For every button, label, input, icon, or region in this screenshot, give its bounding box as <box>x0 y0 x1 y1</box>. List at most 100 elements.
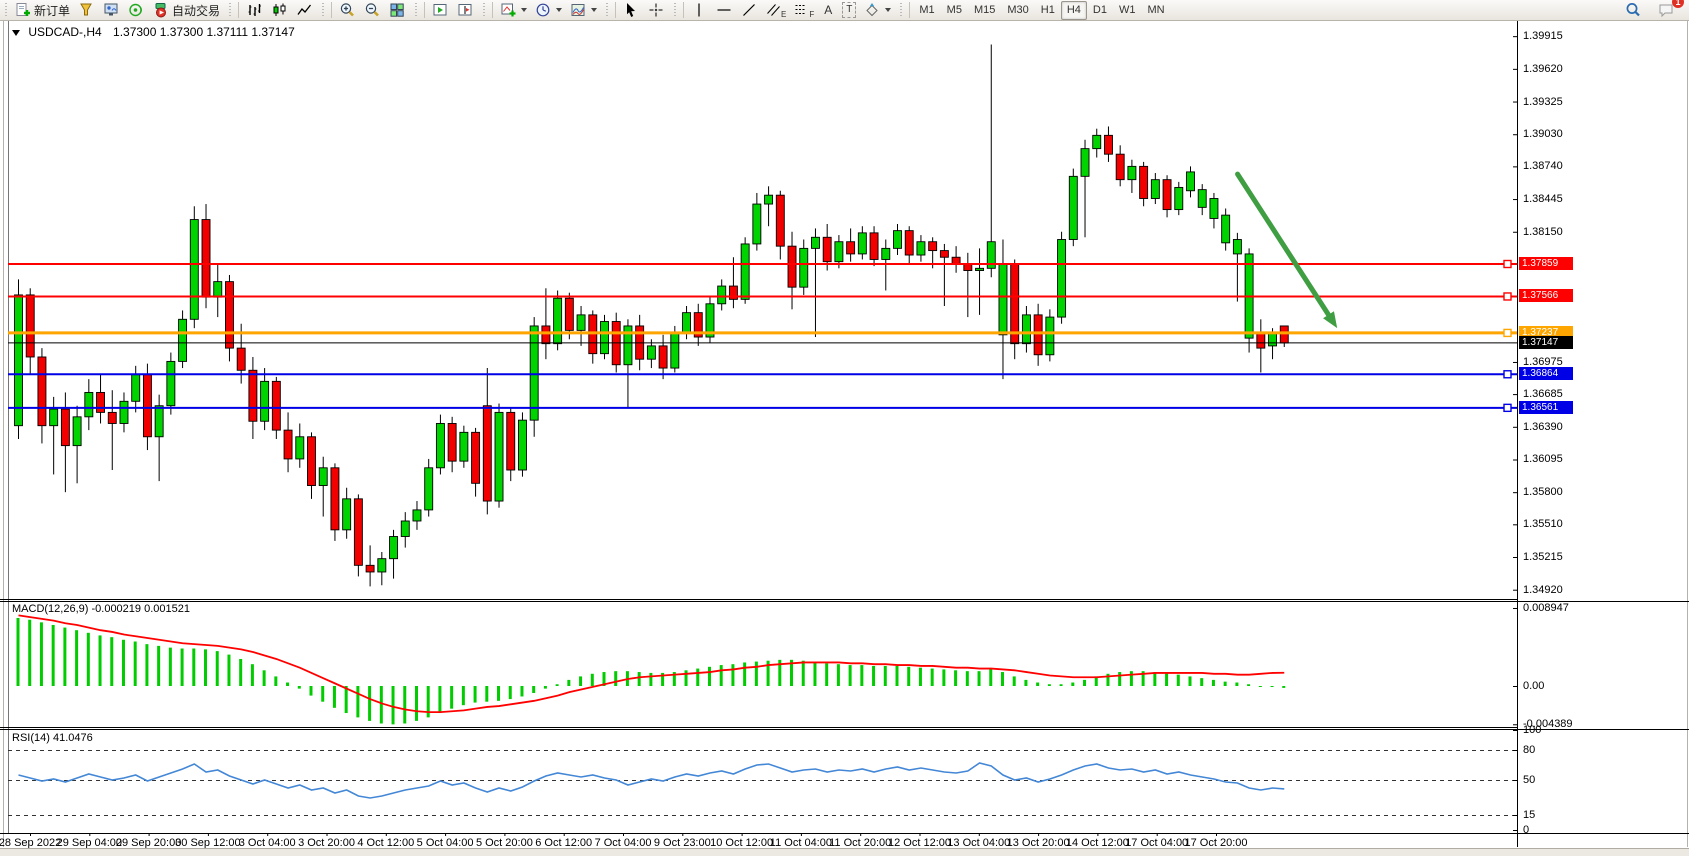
candle-body <box>834 241 844 263</box>
candle-body <box>1256 332 1266 349</box>
trendline-button[interactable] <box>737 0 762 21</box>
toolbar-grip <box>321 3 327 17</box>
indicators-button[interactable] <box>496 0 531 21</box>
timeframe-m15-button[interactable]: M15 <box>973 3 996 16</box>
timeframe-m30-button[interactable]: M30 <box>1007 3 1029 16</box>
candle-body <box>553 297 563 345</box>
templates-icon <box>571 4 585 16</box>
cursor-button[interactable] <box>619 0 644 21</box>
pivot-line-handle[interactable] <box>1503 328 1512 338</box>
rsi-axis-label: 80 <box>1523 744 1536 756</box>
macd-histogram-bar <box>133 641 137 686</box>
crosshair-button[interactable] <box>644 0 669 21</box>
rsi-line <box>18 762 1285 799</box>
equidistant-channel-button[interactable]: E <box>762 0 790 21</box>
candle-body <box>623 325 633 366</box>
line-chart-button[interactable] <box>292 0 317 21</box>
tipjar-button[interactable] <box>74 0 99 21</box>
periods-dropdown-arrow[interactable] <box>556 8 563 12</box>
macd-histogram-bar <box>274 676 278 686</box>
text-button[interactable]: A <box>818 0 838 21</box>
macd-histogram-bar <box>1176 674 1180 686</box>
trend-arrow-head[interactable] <box>1323 311 1338 329</box>
chart-menu-icon[interactable] <box>12 30 20 36</box>
tile-windows-button[interactable] <box>385 0 410 21</box>
toolbar-grip <box>414 3 420 17</box>
macd-histogram-bar <box>555 684 559 686</box>
search-button[interactable] <box>1621 0 1646 21</box>
toolbar-separator <box>424 2 426 18</box>
vertical-line-icon <box>698 3 700 17</box>
macd-histogram-bar <box>684 670 688 686</box>
candle-body <box>717 285 727 305</box>
macd-histogram-bar <box>403 686 407 724</box>
horizontal-line-button[interactable] <box>712 0 737 21</box>
macd-histogram-bar <box>696 668 700 686</box>
templates-dropdown-arrow[interactable] <box>591 8 598 12</box>
candlestick-chart-button[interactable] <box>267 0 292 21</box>
timeframe-d1-button[interactable]: D1 <box>1092 3 1107 16</box>
support-line-handle[interactable] <box>1503 370 1512 379</box>
zoom-in-button[interactable] <box>335 0 360 21</box>
chart-shift-icon <box>458 4 472 16</box>
macd-histogram-bar <box>1036 682 1040 686</box>
timeframe-mn-button[interactable]: MN <box>1147 3 1165 16</box>
trend-arrow[interactable] <box>1235 171 1331 318</box>
shapes-dropdown-arrow[interactable] <box>885 8 892 12</box>
candle-body <box>963 263 973 271</box>
tile-windows-icon <box>390 3 404 17</box>
timeframe-m1-button[interactable]: M1 <box>919 3 935 16</box>
candle-body <box>611 321 621 366</box>
new-order-button[interactable]: 新订单 <box>11 0 74 21</box>
publisher-button[interactable] <box>99 0 124 21</box>
timeframe-h1-button[interactable]: H1 <box>1040 3 1055 16</box>
macd-histogram-bar <box>532 686 536 693</box>
candle-body <box>1033 314 1043 356</box>
macd-histogram-bar <box>1012 676 1016 686</box>
price-axis-label: 1.35215 <box>1523 551 1563 563</box>
bar-chart-button[interactable] <box>242 0 267 21</box>
macd-histogram-bar <box>297 686 301 689</box>
candle-body <box>740 243 750 300</box>
timeframe-h4-button[interactable]: H4 <box>1060 0 1087 20</box>
candle-body <box>998 263 1008 336</box>
macd-histogram-bar <box>250 664 254 686</box>
fibonacci-button[interactable]: F <box>790 0 818 21</box>
macd-histogram-bar <box>168 647 172 686</box>
autotrading-button[interactable]: 自动交易 <box>149 0 224 21</box>
resistance-line-handle[interactable] <box>1503 259 1512 269</box>
price-line-tag: 1.37147 <box>1519 335 1573 349</box>
timeframe-m5-button[interactable]: M5 <box>946 3 962 16</box>
tipjar-icon <box>80 3 92 16</box>
candle-body <box>635 325 645 360</box>
resistance-line-handle[interactable] <box>1503 292 1512 301</box>
toolbar-grip <box>899 3 905 17</box>
candle-body <box>342 498 352 531</box>
candle-body <box>295 436 305 460</box>
text-label-button[interactable]: T <box>838 0 860 21</box>
macd-histogram-bar <box>497 686 501 701</box>
vertical-line-button[interactable] <box>687 0 712 21</box>
chart-shift-button[interactable] <box>453 0 478 21</box>
candle-body <box>916 241 926 256</box>
macd-histogram-bar <box>379 686 383 724</box>
candle-body <box>939 250 949 258</box>
templates-button[interactable] <box>566 0 601 21</box>
chat-button[interactable]: 1 <box>1654 0 1684 21</box>
macd-histogram-bar <box>485 686 489 702</box>
candle-body <box>1080 148 1090 177</box>
zoom-out-button[interactable] <box>360 0 385 21</box>
chart-title: USDCAD-,H4 1.37300 1.37300 1.37111 1.371… <box>12 25 295 39</box>
macd-histogram-bar <box>344 686 348 714</box>
auto-scroll-button[interactable] <box>428 0 453 21</box>
support-line-handle[interactable] <box>1503 403 1512 413</box>
autotrading-icon <box>155 3 167 18</box>
candle-body <box>435 423 445 469</box>
shapes-button[interactable] <box>860 0 895 21</box>
toolbar-grip <box>673 3 679 17</box>
timeframe-w1-button[interactable]: W1 <box>1118 3 1136 16</box>
periods-button[interactable] <box>531 0 566 21</box>
macd-histogram-bar <box>883 665 887 686</box>
indicators-dropdown-arrow[interactable] <box>521 8 528 12</box>
sound-button[interactable] <box>124 0 149 21</box>
